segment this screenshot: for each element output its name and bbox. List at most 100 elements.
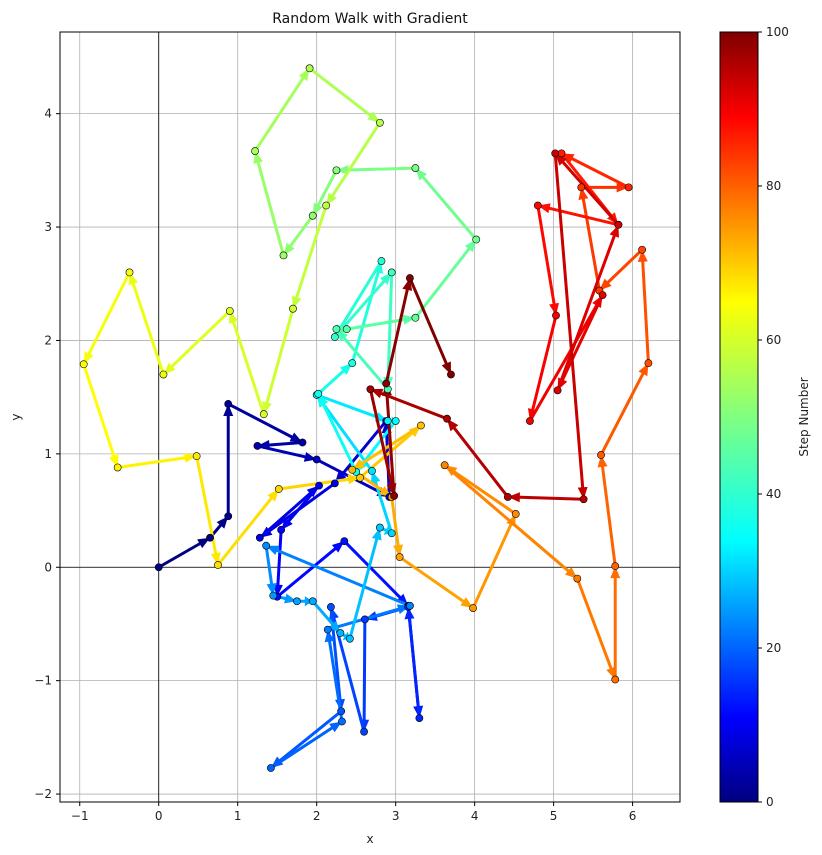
walk-segment [581, 197, 601, 293]
walk-point [251, 147, 259, 155]
walk-arrowhead [197, 537, 211, 549]
colorbar-tick-label: 100 [766, 25, 789, 39]
walk-point [225, 307, 234, 315]
walk-arrowhead [336, 329, 349, 342]
walk-point [553, 386, 562, 395]
walk-segment [255, 444, 307, 459]
walk-arrowhead [267, 489, 279, 502]
colorbar-ticks: 0 20 40 60 80 100 [758, 25, 789, 809]
walk-point [366, 385, 375, 394]
walk-point [415, 714, 424, 722]
walk-arrowhead [367, 111, 380, 123]
walk-segment [278, 709, 343, 762]
walk-point [391, 417, 400, 425]
walk-point [377, 257, 386, 265]
walk-segment [264, 544, 274, 586]
x-tick-label: 2 [313, 809, 321, 823]
walk-segment [384, 288, 409, 386]
walk-arrowhead [599, 278, 612, 291]
walk-arrowhead [336, 165, 349, 176]
walk-segment [599, 372, 645, 457]
walk-point [387, 529, 396, 538]
walk-point [638, 245, 646, 254]
walk-arrowhead [83, 351, 94, 365]
walk-arrowhead [216, 516, 229, 529]
x-tick-label: 5 [550, 809, 558, 823]
walk-arrowhead [352, 459, 366, 470]
walk-point [411, 313, 420, 322]
walk-point [79, 360, 88, 369]
walk-point [154, 563, 163, 572]
walk-segment [452, 426, 510, 499]
walk-point [277, 525, 286, 534]
walk-point [327, 603, 335, 611]
walk-segment [536, 204, 556, 306]
walk-point [382, 379, 391, 388]
walk-segment [570, 157, 631, 189]
plot-frame [59, 31, 681, 803]
walk-point [336, 629, 345, 637]
walk-arrowhead [298, 68, 310, 82]
walk-segment [453, 470, 518, 516]
walk-point [206, 533, 214, 542]
walk-point [113, 463, 122, 472]
walk-point [440, 461, 449, 470]
x-tick-label: 6 [629, 809, 637, 823]
walk-point [405, 601, 414, 610]
walk-point [511, 510, 520, 518]
walk-point [253, 442, 262, 450]
walk-points [79, 64, 653, 772]
walk-arrowhead [329, 721, 342, 733]
walk-segment [385, 394, 396, 498]
walk-point [345, 634, 354, 643]
walk-segment [232, 320, 266, 416]
y-axis-ticks: −2 −1 0 1 2 3 4 [34, 107, 60, 801]
walk-segment [421, 175, 478, 242]
walk-arrowhead [312, 202, 323, 216]
x-tick-label: −1 [71, 809, 89, 823]
walk-point [348, 465, 357, 474]
walk-point [159, 370, 168, 379]
walk-segment [471, 523, 513, 610]
walk-segment [170, 309, 232, 368]
walk-arrowhead [638, 363, 649, 377]
walk-segment [346, 166, 417, 172]
walk-point [342, 325, 351, 334]
walk-segment [258, 492, 312, 540]
walk-point [573, 574, 582, 583]
walk-segment [308, 66, 372, 117]
walk-point [314, 389, 323, 398]
walk-segment [518, 495, 586, 501]
walk-segment [256, 161, 286, 257]
walk-point [338, 717, 346, 726]
walk-segment [531, 314, 558, 411]
walk-segment [131, 282, 165, 376]
walk-segment [345, 318, 406, 331]
walk-segment [275, 547, 337, 599]
walk-point [224, 512, 233, 521]
walk-point [330, 479, 339, 488]
walk-point [360, 615, 369, 624]
walk-segment [528, 303, 599, 423]
walk-point [279, 251, 288, 260]
x-axis-ticks: −1 0 1 2 3 4 5 6 [71, 802, 637, 823]
x-tick-label: 3 [392, 809, 400, 823]
walk-arrowhead [610, 566, 621, 579]
x-axis-label: x [366, 832, 373, 846]
walk-segment [315, 393, 379, 419]
y-tick-label: 1 [44, 447, 52, 461]
walk-arrowhead [577, 486, 588, 500]
walk-point [337, 707, 346, 716]
walk-point [255, 533, 264, 542]
walk-segment [339, 259, 383, 329]
walk-point [293, 597, 301, 606]
walk-segment [386, 270, 394, 379]
walk-point [577, 183, 586, 192]
walk-segment [267, 441, 304, 447]
walk-point [348, 359, 357, 368]
y-tick-label: −2 [34, 787, 52, 801]
walk-point [125, 268, 134, 277]
walk-point [387, 268, 396, 277]
walk-point [315, 481, 323, 490]
